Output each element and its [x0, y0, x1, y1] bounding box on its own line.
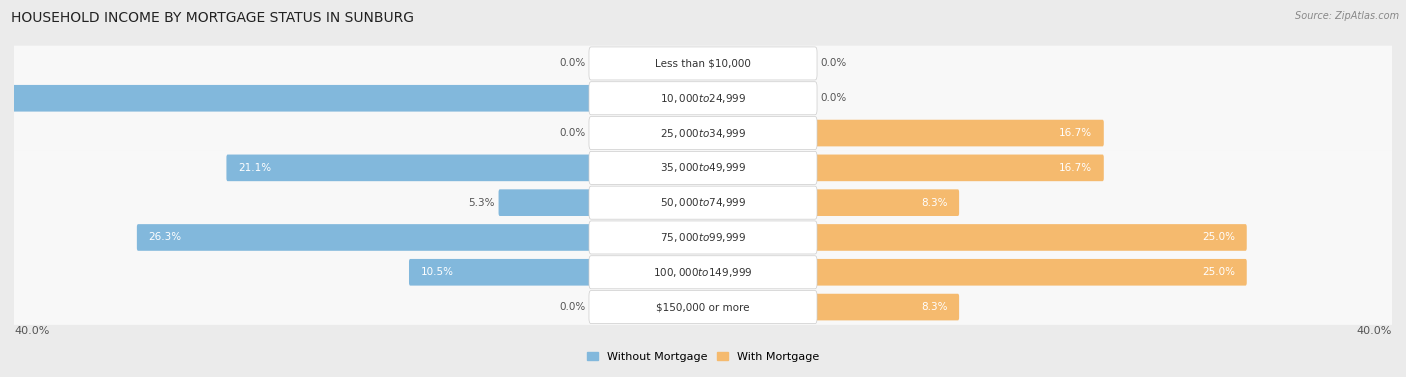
- Text: 0.0%: 0.0%: [560, 58, 586, 69]
- FancyBboxPatch shape: [589, 186, 817, 219]
- FancyBboxPatch shape: [814, 155, 1104, 181]
- FancyBboxPatch shape: [10, 80, 1396, 116]
- Text: 0.0%: 0.0%: [820, 93, 846, 103]
- Text: 0.0%: 0.0%: [560, 128, 586, 138]
- FancyBboxPatch shape: [10, 46, 1396, 81]
- Text: HOUSEHOLD INCOME BY MORTGAGE STATUS IN SUNBURG: HOUSEHOLD INCOME BY MORTGAGE STATUS IN S…: [11, 11, 415, 25]
- Text: 25.0%: 25.0%: [1202, 233, 1236, 242]
- Text: 8.3%: 8.3%: [921, 198, 948, 208]
- FancyBboxPatch shape: [409, 259, 592, 286]
- FancyBboxPatch shape: [814, 259, 1247, 286]
- Text: 0.0%: 0.0%: [560, 302, 586, 312]
- Text: 25.0%: 25.0%: [1202, 267, 1236, 277]
- Text: 8.3%: 8.3%: [921, 302, 948, 312]
- Text: $35,000 to $49,999: $35,000 to $49,999: [659, 161, 747, 174]
- Text: 0.0%: 0.0%: [820, 58, 846, 69]
- FancyBboxPatch shape: [499, 189, 592, 216]
- Text: 10.5%: 10.5%: [420, 267, 454, 277]
- FancyBboxPatch shape: [10, 115, 1396, 151]
- FancyBboxPatch shape: [0, 85, 592, 112]
- FancyBboxPatch shape: [589, 256, 817, 289]
- Text: Source: ZipAtlas.com: Source: ZipAtlas.com: [1295, 11, 1399, 21]
- FancyBboxPatch shape: [136, 224, 592, 251]
- FancyBboxPatch shape: [10, 220, 1396, 255]
- Text: 40.0%: 40.0%: [14, 326, 49, 336]
- FancyBboxPatch shape: [589, 291, 817, 323]
- FancyBboxPatch shape: [10, 185, 1396, 221]
- Text: 40.0%: 40.0%: [1357, 326, 1392, 336]
- Legend: Without Mortgage, With Mortgage: Without Mortgage, With Mortgage: [582, 347, 824, 366]
- Text: 26.3%: 26.3%: [149, 233, 181, 242]
- Text: 21.1%: 21.1%: [238, 163, 271, 173]
- FancyBboxPatch shape: [226, 155, 592, 181]
- Text: $10,000 to $24,999: $10,000 to $24,999: [659, 92, 747, 105]
- FancyBboxPatch shape: [589, 151, 817, 184]
- FancyBboxPatch shape: [814, 224, 1247, 251]
- FancyBboxPatch shape: [814, 189, 959, 216]
- FancyBboxPatch shape: [589, 47, 817, 80]
- FancyBboxPatch shape: [10, 150, 1396, 185]
- Text: $75,000 to $99,999: $75,000 to $99,999: [659, 231, 747, 244]
- Text: $100,000 to $149,999: $100,000 to $149,999: [654, 266, 752, 279]
- Text: Less than $10,000: Less than $10,000: [655, 58, 751, 69]
- FancyBboxPatch shape: [814, 294, 959, 320]
- Text: $25,000 to $34,999: $25,000 to $34,999: [659, 127, 747, 139]
- FancyBboxPatch shape: [10, 289, 1396, 325]
- Text: $150,000 or more: $150,000 or more: [657, 302, 749, 312]
- FancyBboxPatch shape: [589, 221, 817, 254]
- Text: 5.3%: 5.3%: [468, 198, 495, 208]
- FancyBboxPatch shape: [814, 120, 1104, 146]
- Text: 16.7%: 16.7%: [1059, 128, 1092, 138]
- Text: $50,000 to $74,999: $50,000 to $74,999: [659, 196, 747, 209]
- FancyBboxPatch shape: [589, 116, 817, 150]
- FancyBboxPatch shape: [10, 254, 1396, 290]
- FancyBboxPatch shape: [589, 82, 817, 115]
- Text: 16.7%: 16.7%: [1059, 163, 1092, 173]
